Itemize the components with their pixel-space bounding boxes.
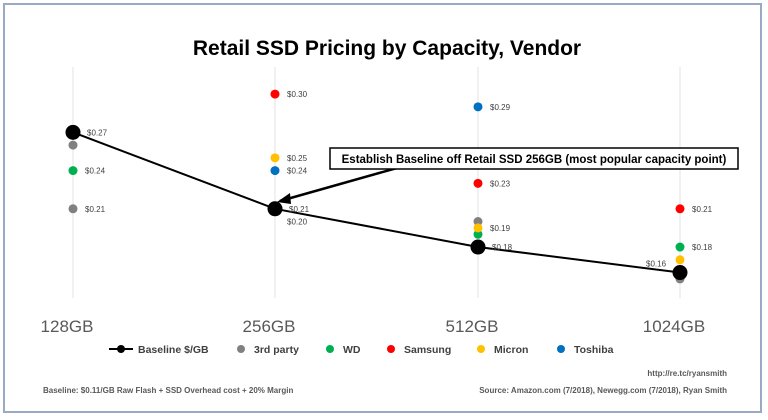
chart-frame: Retail SSD Pricing by Capacity, Vendor 1…: [3, 3, 762, 413]
annotation-arrowhead: [277, 193, 291, 204]
micron-point-512GB: [473, 223, 483, 233]
legend-baseline-label: Baseline $/GB: [138, 344, 209, 356]
legend-toshiba-label: Toshiba: [574, 344, 614, 356]
legend-wd-swatch: [326, 345, 334, 353]
extra-point-0: [68, 204, 78, 214]
x-tick-labels: 128GB 256GB 512GB 1024GB: [41, 317, 706, 336]
micron-point-256GB: [270, 153, 280, 163]
x-tick-1024GB: 1024GB: [643, 317, 705, 336]
3rd-party-label-256GB: $0.20: [287, 218, 308, 227]
wd-point-512GB: [473, 229, 483, 239]
baseline-path: [72, 131, 681, 274]
legend-wd-label: WD: [343, 344, 361, 356]
x-tick-512GB: 512GB: [446, 317, 499, 336]
samsung-point-256GB: [270, 89, 280, 99]
samsung-point-512GB: [473, 178, 483, 188]
annotation-text: Establish Baseline off Retail SSD 256GB …: [342, 154, 727, 166]
wd-label-1024GB: $0.18: [692, 243, 713, 252]
3rd-party-point-512GB: [473, 217, 483, 227]
legend: Baseline $/GB 3rd party WD Samsung Micron Tos…: [109, 344, 614, 356]
wd-point-128GB: [68, 166, 78, 176]
legend-3rd-party-label: 3rd party: [254, 344, 299, 356]
legend-samsung-swatch: [387, 345, 395, 353]
chart-title: Retail SSD Pricing by Capacity, Vendor: [193, 37, 581, 60]
toshiba-point-256GB: [270, 166, 280, 176]
legend-toshiba-swatch: [557, 345, 565, 353]
baseline-point-1024GB: [672, 265, 688, 281]
legend-micron-swatch: [477, 345, 485, 353]
baseline-label-1024GB: $0.16: [646, 260, 667, 269]
x-tick-128GB: 128GB: [41, 317, 94, 336]
wd-point-1024GB: [675, 242, 685, 252]
toshiba-point-512GB: [473, 102, 483, 112]
extra-label-0: $0.21: [85, 205, 106, 214]
wd-label-128GB: $0.24: [85, 167, 106, 176]
grid-lines: [72, 67, 681, 298]
footer-url: http://re.tc/ryansmith: [647, 369, 727, 378]
annotation-box: [329, 147, 739, 170]
legend-3rd-party-swatch: [237, 345, 245, 353]
samsung-label-1024GB: $0.21: [692, 205, 713, 214]
micron-label-256GB: $0.25: [287, 154, 308, 163]
legend-samsung-label: Samsung: [404, 344, 451, 356]
baseline-label-512GB: $0.18: [492, 243, 513, 252]
annotation-callout: Establish Baseline off Retail SSD 256GB …: [277, 147, 739, 204]
samsung-point-1024GB: [675, 204, 685, 214]
toshiba-label-512GB: $0.29: [490, 103, 511, 112]
micron-point-1024GB: [675, 255, 685, 265]
baseline-point-128GB: [65, 124, 81, 140]
data-labels: $0.20 $0.24 $0.18 $0.30 $0.23 $0.21 $0.25 $0.19…: [85, 90, 713, 268]
baseline-series-line: [72, 131, 681, 274]
3rd-party-point-128GB: [68, 140, 78, 150]
samsung-label-256GB: $0.30: [287, 90, 308, 99]
micron-label-512GB: $0.19: [490, 224, 511, 233]
baseline-point-512GB: [470, 239, 486, 255]
baseline-point-256GB: [267, 201, 283, 217]
chart-canvas: Retail SSD Pricing by Capacity, Vendor 1…: [41, 37, 739, 395]
data-points: [65, 89, 688, 284]
x-tick-256GB: 256GB: [243, 317, 296, 336]
baseline-label-256GB: $0.21: [289, 205, 310, 214]
legend-micron-label: Micron: [494, 344, 528, 356]
baseline-label-128GB: $0.27: [87, 128, 108, 137]
legend-baseline-swatch: [117, 345, 125, 353]
samsung-label-512GB: $0.23: [490, 179, 511, 188]
annotation-arrow: [279, 166, 398, 203]
footer-baseline-note: Baseline: $0.11/GB Raw Flash + SSD Overh…: [43, 386, 293, 395]
toshiba-label-256GB: $0.24: [287, 167, 308, 176]
footer-source: Source: Amazon.com (7/2018), Newegg.com …: [479, 386, 727, 395]
